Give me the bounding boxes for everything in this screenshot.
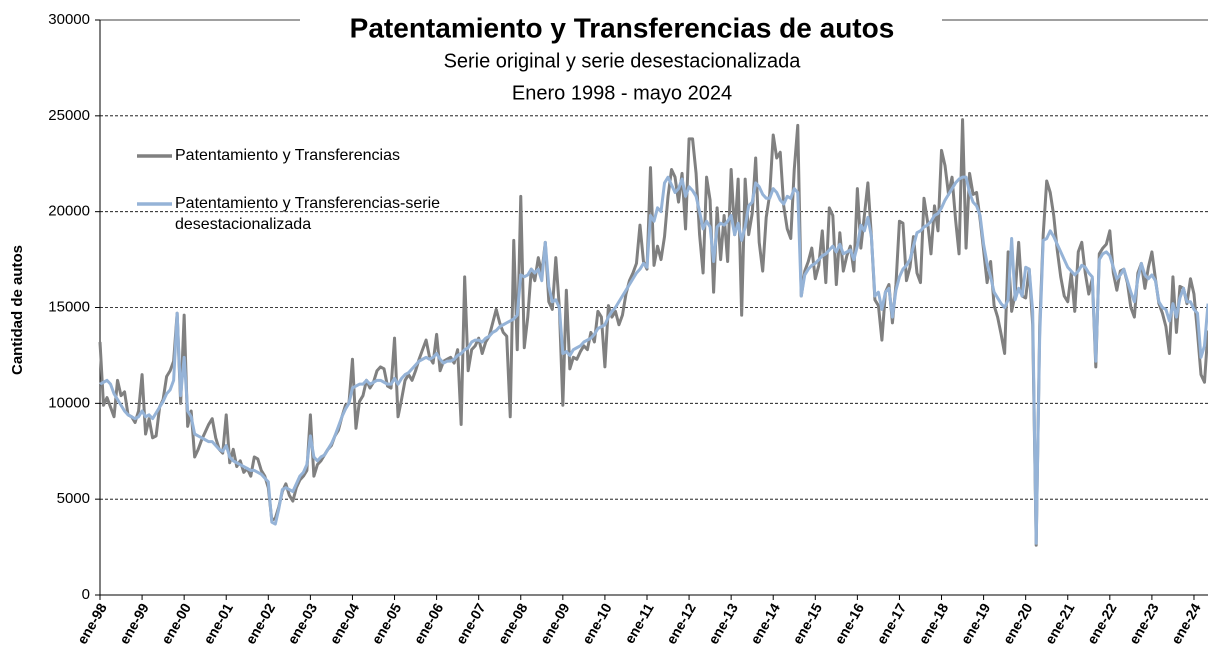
x-tick-label: ene-20 [999,600,1035,647]
x-tick-label: ene-11 [621,600,657,646]
y-tick-label: 0 [82,586,90,603]
x-tick-label: ene-06 [410,600,446,647]
legend-entry: Patentamiento y Transferencias-serie des… [175,195,441,233]
x-tick-label: ene-19 [957,600,993,647]
x-tick-label: ene-12 [663,600,699,647]
data-line [99,175,1208,545]
x-tick-label: ene-02 [242,600,278,647]
x-tick-label: ene-99 [116,600,152,647]
x-tick-label: ene-10 [579,600,615,647]
x-tick-label: ene-17 [873,600,909,647]
y-tick-label: 30000 [48,11,90,28]
chart-subtitle: Enero 1998 - mayo 2024 [512,82,732,104]
title-bg [300,6,942,36]
chart-title: Patentamiento y Transferencias de autos [350,12,895,43]
x-tick-label: ene-04 [326,600,362,647]
x-tick-label: ene-07 [452,600,488,647]
x-tick-label: ene-13 [705,600,741,647]
x-tick-label: ene-03 [284,600,320,647]
x-tick-label: ene-22 [1084,600,1120,647]
x-tick-label: ene-08 [495,600,531,647]
x-tick-label: ene-16 [831,600,867,647]
x-tick-label: ene-01 [200,600,236,647]
x-tick-label: ene-05 [368,600,404,647]
y-tick-label: 10000 [48,394,90,411]
y-tick-label: 5000 [57,490,90,507]
x-tick-label: ene-24 [1168,600,1204,647]
y-axis-label: Cantidad de autos [9,245,26,375]
chart-subtitle: Serie original y serie desestacionalizad… [444,50,802,72]
x-tick-label: ene-98 [74,600,110,647]
x-tick-label: ene-00 [158,600,194,647]
legend-entry: Patentamiento y Transferencias [175,147,401,164]
x-tick-label: ene-23 [1126,600,1162,647]
y-tick-label: 20000 [48,203,90,220]
x-tick-label: ene-15 [789,600,825,647]
x-tick-label: ene-09 [537,600,573,647]
x-tick-label: ene-21 [1042,600,1078,647]
y-tick-label: 25000 [48,107,90,124]
x-tick-label: ene-18 [915,600,951,647]
x-tick-label: ene-14 [747,600,783,647]
y-tick-label: 15000 [48,298,90,315]
